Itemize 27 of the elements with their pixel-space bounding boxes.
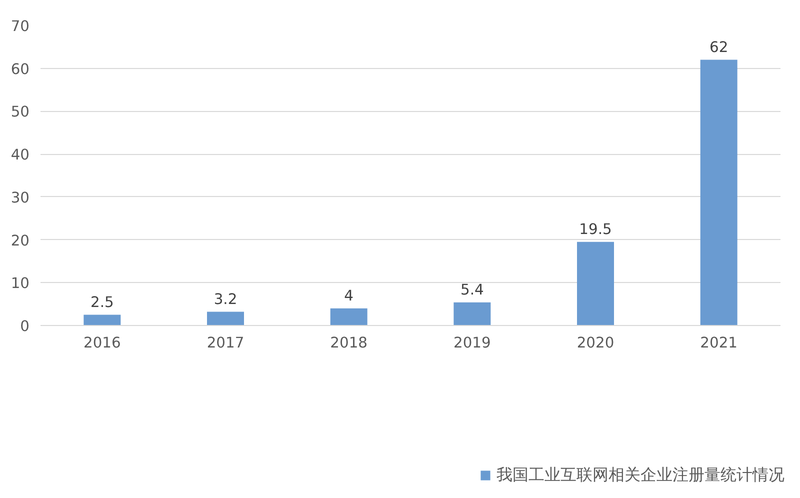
- legend-label: 我国工业互联网相关企业注册量统计情况: [496, 464, 784, 486]
- y-tick-label: 30: [10, 189, 30, 206]
- data-label: 62: [710, 38, 728, 56]
- y-tick-label: 20: [10, 232, 30, 250]
- y-tick-label: 40: [10, 146, 30, 164]
- data-label: 2.5: [90, 294, 114, 311]
- bar: [207, 312, 244, 326]
- bar: [84, 314, 121, 326]
- x-tick-label: 2019: [454, 334, 491, 352]
- bar: [330, 308, 368, 326]
- y-tick-label: 50: [10, 104, 30, 121]
- bar: [454, 302, 491, 326]
- y-tick-label: 10: [10, 275, 30, 292]
- bar: [700, 60, 738, 326]
- data-label: 4: [344, 287, 354, 304]
- y-tick-label: 60: [10, 60, 30, 78]
- y-tick-label: 70: [10, 18, 30, 35]
- x-tick-label: 2018: [330, 334, 368, 352]
- x-tick-label: 2021: [700, 334, 738, 352]
- data-label: 3.2: [214, 290, 238, 308]
- x-tick-label: 2017: [206, 334, 244, 352]
- bar: [577, 242, 614, 326]
- y-tick-label: 0: [20, 318, 30, 335]
- x-tick-label: 2016: [84, 334, 121, 352]
- x-tick-label: 2020: [576, 334, 614, 352]
- data-label: 19.5: [579, 220, 612, 238]
- data-label: 5.4: [460, 281, 484, 298]
